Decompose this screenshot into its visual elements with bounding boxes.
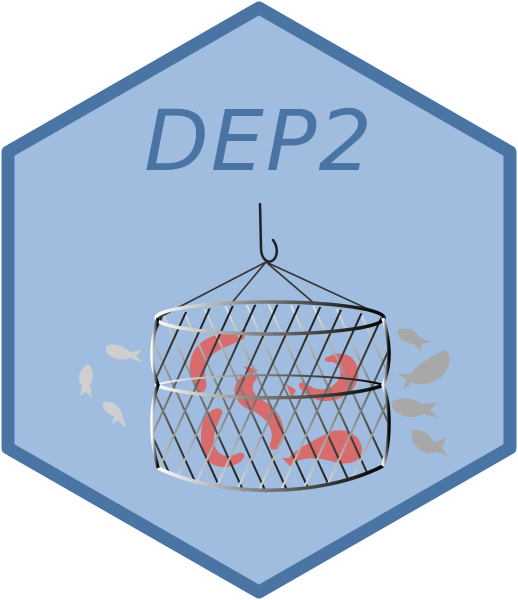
fish-icon xyxy=(398,350,450,390)
logo-title: DEP2 xyxy=(144,92,374,190)
fish-icon xyxy=(412,429,448,456)
net-line xyxy=(271,304,373,493)
net-line xyxy=(293,304,388,493)
net-line xyxy=(217,304,319,493)
net-line xyxy=(327,304,388,493)
hook-icon xyxy=(258,202,279,263)
cage-rings xyxy=(150,300,391,492)
fish-icon xyxy=(106,344,142,362)
fish-icon xyxy=(392,398,438,418)
fish-icon xyxy=(234,374,284,450)
fish-icon xyxy=(286,384,296,398)
cage-bottom-ring xyxy=(157,464,384,492)
fish-icon xyxy=(298,353,359,402)
net-line xyxy=(227,304,329,493)
net-line xyxy=(161,304,263,493)
net-line xyxy=(152,304,209,493)
net-line xyxy=(152,304,231,493)
net-line xyxy=(183,304,285,493)
net-line xyxy=(305,304,388,493)
cage-side-left xyxy=(150,317,160,469)
net-line xyxy=(261,304,363,493)
fish-icon xyxy=(397,328,432,352)
net-mesh xyxy=(152,304,388,493)
net-line xyxy=(337,304,388,493)
net-line xyxy=(249,304,351,493)
net-line xyxy=(152,304,219,493)
cage-mid-ring xyxy=(154,383,385,400)
fish-icon xyxy=(289,430,362,464)
fish-outside-left xyxy=(79,344,142,428)
net-line xyxy=(239,304,341,493)
fish-outside-right xyxy=(392,328,450,456)
cage-side-right xyxy=(381,317,391,467)
net-line xyxy=(173,304,275,493)
cage-mid-ring-back xyxy=(154,374,385,386)
net-line xyxy=(195,304,297,493)
fish-icon xyxy=(102,401,126,428)
fish-icon xyxy=(79,364,93,398)
net-line xyxy=(205,304,307,493)
net-line xyxy=(315,304,388,493)
